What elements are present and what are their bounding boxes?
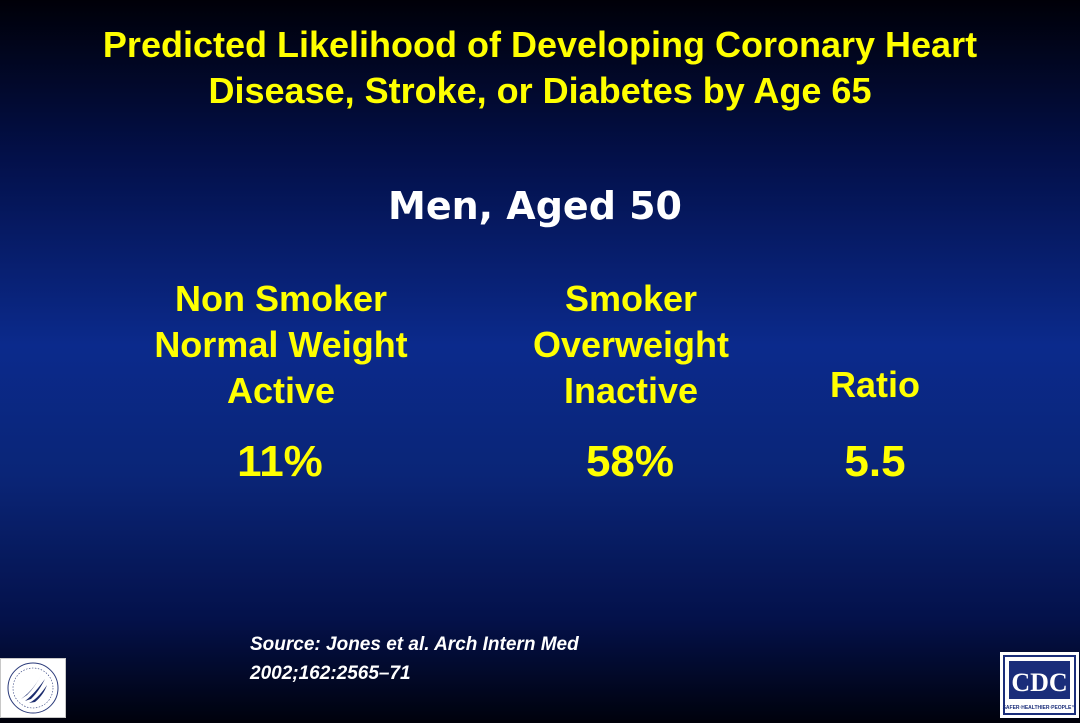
column-header-line: Smoker (564, 278, 698, 319)
slide-title-line-1: Predicted Likelihood of Developing Coron… (102, 24, 978, 65)
source-citation: Source: Jones et al. Arch Intern Med 200… (250, 630, 579, 688)
column-header-line: Inactive (563, 370, 699, 411)
value-smoker: 58% (585, 437, 675, 486)
slide-subtitle: Men, Aged 50 (388, 184, 682, 228)
column-header-smoker: Smoker Overweight Inactive (481, 276, 781, 414)
cdc-logo-text: CDC (1011, 668, 1067, 697)
cdc-logo: CDC SAFER·HEALTHIER·PEOPLE™ (1000, 652, 1079, 718)
hhs-logo (0, 658, 66, 718)
column-header-non-smoker: Non Smoker Normal Weight Active (130, 276, 432, 414)
hhs-eagle-seal-icon (7, 662, 59, 714)
column-header-line: Normal Weight (154, 324, 408, 365)
cdc-logo-tagline: SAFER·HEALTHIER·PEOPLE™ (1003, 705, 1077, 711)
slide-title: Predicted Likelihood of Developing Coron… (0, 22, 1080, 114)
source-line-1: Source: Jones et al. Arch Intern Med (250, 634, 579, 655)
cdc-logo-icon: CDC SAFER·HEALTHIER·PEOPLE™ (1003, 655, 1077, 715)
column-header-line: Ratio (830, 364, 920, 405)
source-line-2: 2002;162:2565–71 (250, 663, 411, 684)
column-header-line: Non Smoker (174, 278, 388, 319)
column-header-line: Overweight (532, 324, 730, 365)
value-non-smoker: 11% (237, 437, 323, 486)
column-header-line: Active (226, 370, 336, 411)
slide-title-line-2: Disease, Stroke, or Diabetes by Age 65 (208, 70, 872, 111)
value-ratio: 5.5 (844, 437, 906, 486)
column-header-ratio: Ratio (790, 362, 960, 408)
